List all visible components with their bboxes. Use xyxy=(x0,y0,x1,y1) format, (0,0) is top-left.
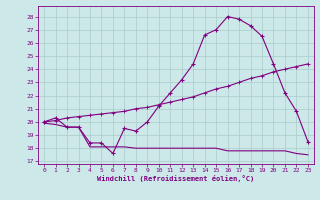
X-axis label: Windchill (Refroidissement éolien,°C): Windchill (Refroidissement éolien,°C) xyxy=(97,175,255,182)
